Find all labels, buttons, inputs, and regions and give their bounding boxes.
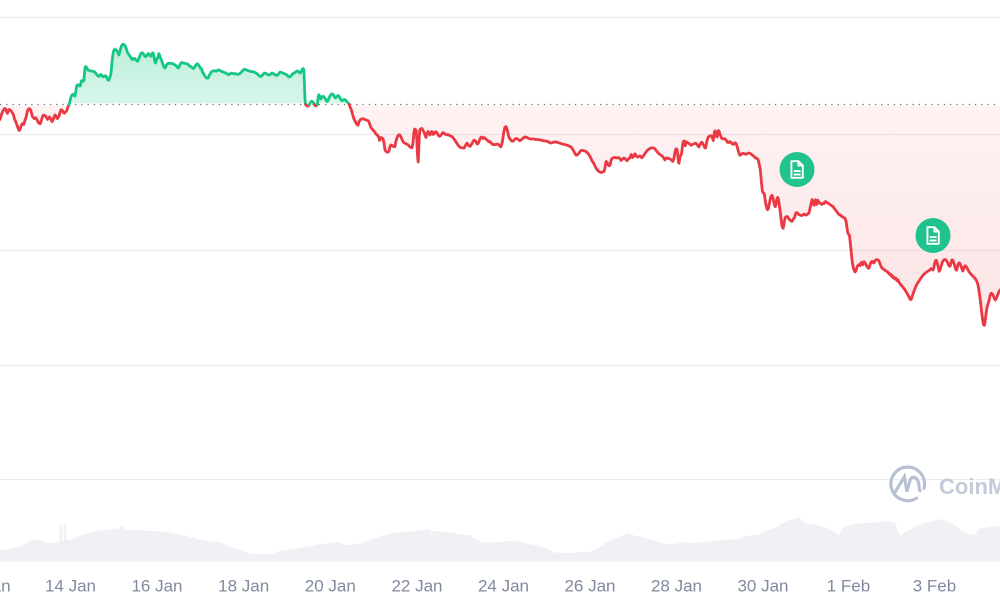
svg-text:18 Jan: 18 Jan <box>218 577 269 596</box>
svg-text:14 Jan: 14 Jan <box>45 577 96 596</box>
svg-text:12 Jan: 12 Jan <box>0 577 11 596</box>
svg-text:30 Jan: 30 Jan <box>737 577 788 596</box>
svg-text:24 Jan: 24 Jan <box>478 577 529 596</box>
svg-text:3 Feb: 3 Feb <box>913 577 956 596</box>
svg-text:20 Jan: 20 Jan <box>305 577 356 596</box>
svg-text:26 Jan: 26 Jan <box>564 577 615 596</box>
svg-text:CoinMarketCap: CoinMarketCap <box>939 474 1000 499</box>
svg-text:1 Feb: 1 Feb <box>827 577 870 596</box>
svg-text:22 Jan: 22 Jan <box>391 577 442 596</box>
svg-text:16 Jan: 16 Jan <box>131 577 182 596</box>
svg-text:28 Jan: 28 Jan <box>651 577 702 596</box>
